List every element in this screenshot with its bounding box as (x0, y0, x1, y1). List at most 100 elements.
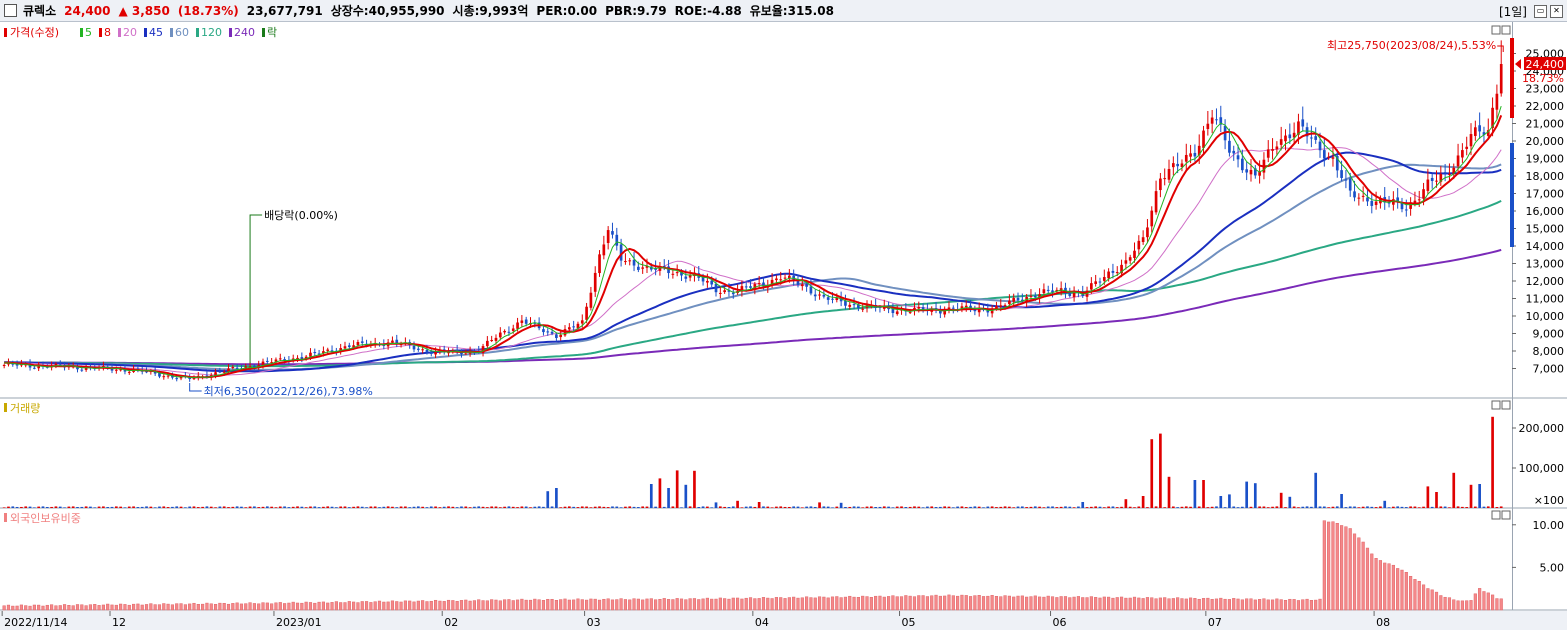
volume-bar (196, 507, 200, 508)
foreign-bar (1409, 575, 1413, 611)
volume-bar (1120, 506, 1123, 508)
candle (1422, 189, 1425, 199)
foreign-bar (54, 605, 58, 611)
foreign-bar (636, 598, 640, 611)
candle (1167, 168, 1171, 180)
volume-bar (1482, 506, 1486, 508)
period-label[interactable]: [1일] (1498, 5, 1527, 19)
volume-bar (1266, 507, 1270, 508)
foreign-bar (684, 599, 688, 611)
volume-bar (986, 506, 990, 508)
volume-bar (1228, 494, 1231, 508)
foreign-bar (1331, 521, 1335, 611)
volume-bar (951, 507, 955, 508)
candle (1430, 177, 1434, 181)
foreign-bar (899, 596, 904, 611)
volume-bar (533, 506, 537, 508)
candle (1184, 154, 1188, 162)
select-checkbox[interactable] (4, 4, 17, 17)
foreign-bar (1469, 600, 1473, 611)
volume-bar (589, 507, 593, 508)
volume-bar (869, 506, 873, 508)
restore-icon[interactable]: ▭ (1534, 5, 1547, 18)
last-price-arrow (1515, 59, 1521, 69)
candle (619, 244, 623, 261)
foreign-bar (658, 598, 662, 611)
foreign-bar (886, 596, 891, 611)
foreign-bar (1098, 597, 1102, 611)
foreign-bar (62, 604, 67, 611)
volume-bar (214, 507, 217, 508)
candle (641, 267, 645, 269)
volume-bar (831, 507, 834, 508)
foreign-bar (1352, 533, 1357, 611)
volume-bar (844, 506, 847, 508)
foreign-bar (606, 598, 610, 611)
foreign-bar (110, 604, 114, 611)
foreign-bar (865, 596, 869, 611)
volume-bar (1171, 506, 1175, 508)
volume-bar (399, 506, 403, 508)
foreign-bar (697, 599, 701, 611)
volume-bar (102, 506, 105, 508)
candle (1171, 163, 1175, 168)
volume-bar (757, 502, 761, 508)
candle (1012, 298, 1016, 302)
price-tick-label: 13,000 (1526, 258, 1565, 271)
volume-bar (360, 506, 364, 508)
volume-bar (343, 506, 347, 508)
volume-bar (947, 506, 951, 508)
volume-bar (89, 506, 92, 508)
foreign-bar (537, 599, 541, 611)
foreign-bar (1478, 588, 1482, 611)
candle (848, 304, 852, 307)
candle (611, 231, 614, 235)
volume-bar (1111, 506, 1115, 508)
volume-bar (503, 506, 506, 508)
volume-bar (1210, 506, 1214, 508)
foreign-bar (239, 603, 244, 611)
candle (624, 261, 627, 263)
volume-bar (1279, 492, 1283, 508)
foreign-bar (1081, 597, 1085, 611)
candle (757, 283, 761, 285)
foreign-bar (718, 597, 722, 611)
volume-bar (1301, 506, 1305, 508)
foreign-bar (287, 602, 291, 611)
trade-volume: 23,677,791 (246, 3, 323, 18)
foreign-bar (964, 595, 968, 611)
candle (1271, 149, 1274, 151)
candle (1115, 272, 1119, 274)
foreign-bar (1447, 597, 1452, 611)
foreign-bar (75, 604, 80, 611)
candle (1448, 173, 1451, 175)
volume-bar (839, 502, 843, 508)
foreign-bar (1314, 599, 1318, 611)
volume-bar (244, 507, 248, 508)
candle (1141, 237, 1145, 243)
legend-foreign-swatch (4, 513, 7, 522)
volume-bar (1236, 507, 1240, 508)
price-change-pct: (18.73%) (177, 3, 239, 18)
foreign-bar (1188, 597, 1193, 611)
foreign-bar (878, 595, 882, 611)
close-icon[interactable]: ✕ (1550, 5, 1563, 18)
candle (1146, 227, 1149, 238)
legend-ma-swatch (99, 28, 102, 37)
candle (1327, 156, 1330, 158)
candle (1396, 197, 1400, 202)
candle (1461, 150, 1464, 158)
foreign-bar (723, 598, 727, 611)
volume-bar (1059, 506, 1063, 508)
volume-bar (494, 506, 498, 508)
ma-8-line (4, 115, 1503, 379)
volume-bar (76, 507, 79, 508)
foreign-bar (218, 602, 222, 611)
candle (58, 364, 62, 366)
candle (1435, 180, 1438, 182)
foreign-bar (740, 598, 744, 611)
foreign-bar (779, 597, 783, 611)
price-tick-label: 22,000 (1526, 100, 1565, 113)
candle (658, 266, 662, 271)
